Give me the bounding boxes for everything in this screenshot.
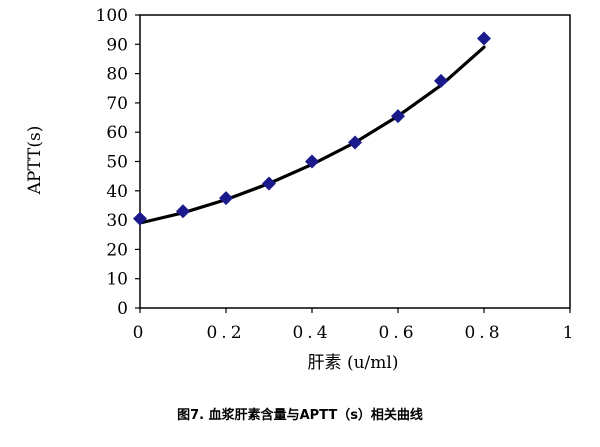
chart: 0 10 20 30 40 50 60 70 80 90 100 0 0.2 0.4 0.6 0.8 1 AP… — [25, 6, 578, 373]
data-point-diamond — [434, 73, 448, 88]
y-tick-label: 10 — [106, 270, 128, 290]
trend-line — [138, 45, 486, 225]
y-tick-label: 50 — [106, 153, 128, 173]
plot-area — [139, 14, 571, 309]
x-axis-ticks: 0 0.2 0.4 0.6 0.8 1 — [133, 308, 578, 343]
data-point-diamond — [262, 176, 276, 191]
y-tick-label: 0 — [117, 299, 128, 319]
y-axis-ticks: 0 10 20 30 40 50 60 70 80 90 100 — [96, 6, 140, 319]
data-points — [133, 31, 491, 226]
y-tick-label: 100 — [96, 6, 128, 26]
data-point-diamond — [133, 211, 147, 226]
data-point-diamond — [348, 135, 362, 150]
y-tick-label: 80 — [106, 65, 128, 85]
data-point-diamond — [219, 191, 233, 206]
x-tick-label: 0 — [133, 323, 148, 343]
data-point-diamond — [391, 109, 405, 124]
x-tick-label: 1 — [563, 323, 578, 343]
x-tick-label: 0.4 — [292, 323, 331, 343]
y-tick-label: 20 — [106, 240, 128, 260]
y-tick-label: 40 — [106, 182, 128, 202]
x-tick-label: 0.6 — [378, 323, 417, 343]
data-point-diamond — [477, 31, 491, 46]
y-tick-label: 60 — [106, 123, 128, 143]
y-axis-label: APTT(s) — [25, 126, 45, 196]
x-tick-label: 0.2 — [206, 323, 245, 343]
plot-border — [139, 14, 571, 309]
x-axis-label: 肝素 (u/ml) — [308, 353, 399, 373]
y-tick-label: 90 — [106, 35, 128, 55]
trend-line-path — [138, 45, 486, 225]
y-tick-label: 70 — [106, 94, 128, 114]
figure-caption: 图7. 血浆肝素含量与APTT（s）相关曲线 — [177, 408, 423, 423]
y-tick-label: 30 — [106, 211, 128, 231]
x-tick-label: 0.8 — [464, 323, 503, 343]
data-point-diamond — [176, 204, 190, 219]
data-point-diamond — [305, 154, 319, 169]
